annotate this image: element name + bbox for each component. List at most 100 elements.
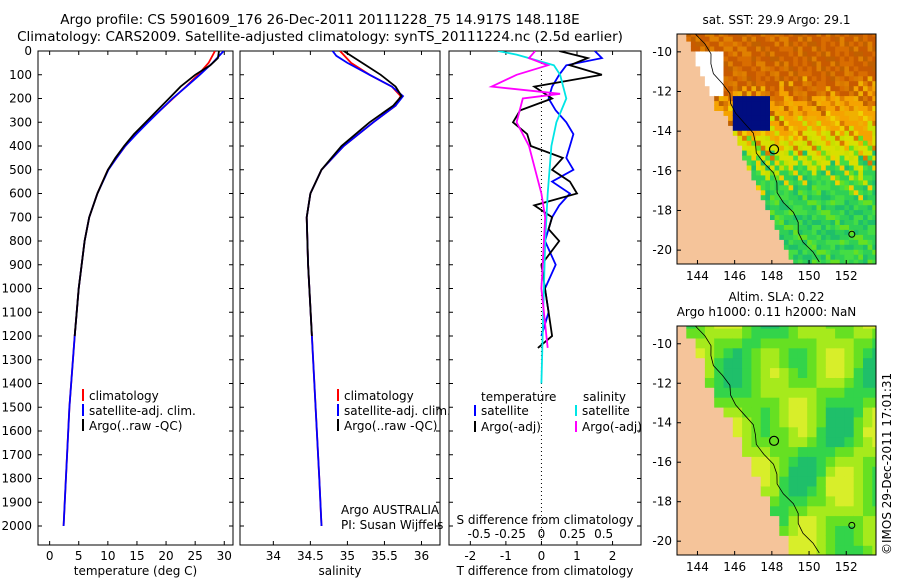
map-cell	[839, 40, 845, 47]
map-cell	[779, 150, 785, 156]
map-cell	[732, 377, 743, 388]
map-cell	[867, 179, 873, 186]
map-cell	[690, 40, 697, 47]
map-cell	[797, 456, 808, 467]
map-cell	[797, 545, 808, 555]
map-cell	[732, 90, 738, 97]
map-cell	[770, 65, 776, 72]
map-cell	[863, 85, 869, 92]
map-cell	[788, 140, 794, 146]
map-cell	[765, 75, 771, 82]
map-cell	[830, 120, 836, 126]
map-cell	[835, 456, 845, 467]
y-tick-label: 1800	[1, 472, 32, 486]
map-cell	[835, 204, 841, 211]
map-cell	[867, 169, 873, 176]
map-cell	[746, 55, 752, 62]
map-cell	[807, 337, 818, 349]
map-cell	[816, 80, 822, 87]
map-cell	[756, 95, 762, 102]
map-cell	[793, 140, 799, 146]
y-tick-label: 0	[24, 44, 32, 58]
map-cell	[825, 397, 836, 408]
map-cell	[770, 70, 776, 77]
map-cell	[872, 164, 876, 171]
map-cell	[807, 105, 813, 111]
map-cell	[839, 224, 845, 230]
map-cell	[709, 90, 715, 97]
map-cell	[807, 535, 818, 546]
map-cell	[751, 377, 762, 388]
x-tick-label: 30	[217, 549, 232, 563]
map-cell	[849, 65, 855, 72]
map-cell	[844, 154, 850, 161]
map-cell	[816, 466, 827, 477]
map-cell	[714, 328, 725, 339]
map-cell	[816, 135, 822, 141]
map-cell	[821, 184, 827, 191]
map-cell	[779, 125, 785, 131]
map-cell	[830, 254, 836, 260]
map-cell	[867, 209, 873, 216]
salinity-panel: 34 34.5 35 35.5 36salinityclimatologysatelli…	[239, 50, 451, 578]
map-cell	[723, 337, 734, 349]
map-cell	[816, 367, 827, 378]
map-cell	[853, 125, 859, 131]
map-cell	[807, 140, 813, 146]
map-cell	[853, 60, 859, 67]
map-cell	[853, 65, 859, 72]
map-cell	[830, 259, 836, 264]
map-cell	[770, 189, 776, 196]
map-cell	[765, 90, 771, 97]
map-cell	[821, 85, 827, 92]
map-cell	[844, 456, 855, 467]
map-cell	[830, 140, 836, 146]
map-cell	[779, 120, 785, 126]
map-cell	[835, 90, 841, 97]
map-cell	[756, 90, 762, 97]
map-cell	[765, 100, 771, 106]
map-cell	[797, 535, 808, 546]
map-cell	[797, 446, 808, 457]
map-cell	[835, 154, 841, 161]
map-cell	[844, 70, 850, 77]
map-cell	[863, 466, 873, 477]
map-cell	[797, 150, 804, 156]
map-cell	[723, 100, 729, 106]
map-cell	[695, 50, 701, 57]
map-cell	[797, 239, 804, 245]
map-cell	[770, 45, 776, 52]
map-cell	[802, 65, 808, 72]
map-cell	[760, 50, 766, 57]
map-cell	[853, 199, 859, 206]
map-cell	[816, 194, 822, 201]
map-cell	[793, 159, 799, 166]
map-cell	[793, 254, 799, 260]
map-cell	[793, 105, 799, 111]
map-cell	[811, 249, 817, 255]
map-cell	[835, 259, 841, 264]
map-frame	[676, 33, 877, 265]
y-tick-label: 1900	[1, 495, 32, 509]
map-cell	[779, 328, 790, 339]
map-cell	[756, 184, 762, 191]
map-cell	[714, 34, 720, 37]
map-cell	[821, 110, 827, 116]
map-cell	[732, 326, 743, 329]
map-cell	[844, 194, 850, 201]
map-cell	[863, 95, 869, 102]
map-cell	[807, 545, 818, 555]
map-cell	[872, 179, 876, 186]
map-cell	[863, 387, 873, 398]
map-cell	[811, 34, 817, 37]
map-cell	[765, 120, 771, 126]
map-cell	[853, 34, 859, 37]
map-cell	[839, 65, 845, 72]
map-cell	[760, 179, 766, 186]
map-cell	[760, 164, 766, 171]
map-cell	[700, 45, 706, 52]
map-cell	[718, 36, 724, 42]
map-cell	[835, 105, 841, 111]
